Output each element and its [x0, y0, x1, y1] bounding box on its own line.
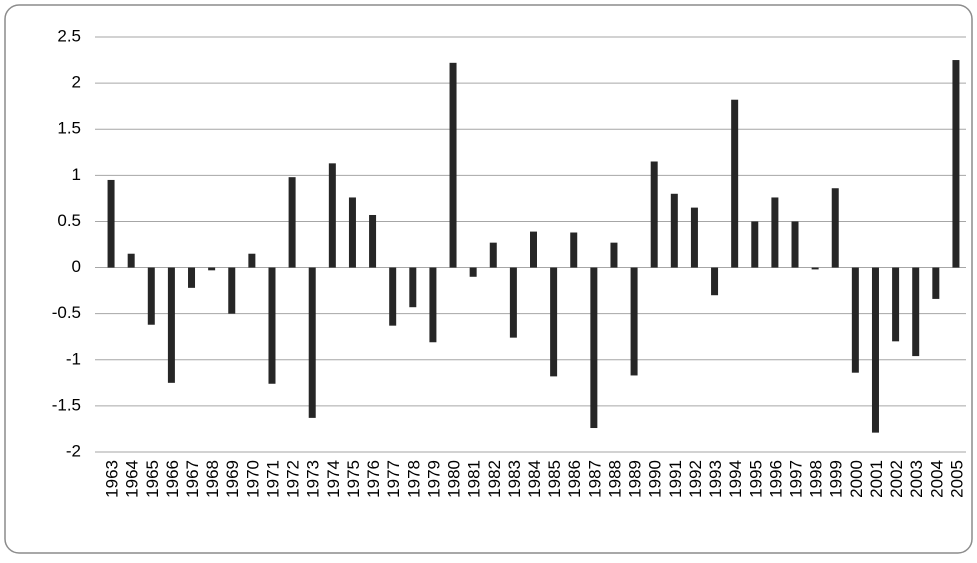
x-tick-label: 1974 — [324, 460, 343, 498]
x-tick-label: 1994 — [726, 460, 745, 498]
bar — [550, 267, 558, 377]
x-tick-label: 1998 — [807, 460, 826, 498]
bar — [630, 267, 638, 376]
bar — [530, 231, 537, 268]
bar — [167, 267, 175, 383]
x-tick-label: 1977 — [384, 460, 403, 498]
bar — [409, 267, 417, 308]
bar — [228, 267, 236, 314]
bar — [751, 221, 759, 268]
bar — [268, 267, 276, 384]
bar — [389, 267, 397, 326]
x-tick-label: 1976 — [364, 460, 383, 498]
bar — [489, 242, 497, 268]
x-tick-label: 1979 — [424, 460, 443, 498]
bar — [127, 253, 135, 268]
bar — [831, 188, 839, 268]
y-tick-label: -2 — [66, 441, 81, 460]
bar — [469, 267, 477, 277]
bar — [248, 253, 256, 268]
x-tick-label: 1995 — [746, 460, 765, 498]
chart-frame — [4, 4, 973, 554]
x-tick-label: 1991 — [666, 460, 685, 498]
bar — [288, 177, 296, 268]
x-tick-label: 1996 — [766, 460, 785, 498]
bar — [892, 267, 900, 342]
x-tick-label: 2002 — [887, 460, 906, 498]
bar — [147, 267, 155, 325]
x-tick-label: 1972 — [284, 460, 303, 498]
bar — [610, 242, 618, 268]
x-tick-label: 2000 — [847, 460, 866, 498]
bar — [570, 232, 578, 268]
x-tick-label: 1982 — [485, 460, 504, 498]
x-tick-label: 2001 — [867, 460, 886, 498]
bar — [932, 267, 940, 299]
x-tick-label: 1997 — [786, 460, 805, 498]
x-tick-label: 1999 — [827, 460, 846, 498]
x-tick-label: 1973 — [304, 460, 323, 498]
bar — [107, 179, 115, 268]
x-tick-label: 1975 — [344, 460, 363, 498]
bar — [188, 267, 196, 288]
bar — [429, 267, 437, 343]
x-tick-label: 1992 — [686, 460, 705, 498]
x-tick-label: 1969 — [223, 460, 242, 498]
x-tick-label: 1971 — [263, 460, 282, 498]
bar — [952, 60, 960, 268]
x-tick-label: 1986 — [565, 460, 584, 498]
bar — [851, 267, 859, 373]
bar — [369, 214, 377, 268]
x-tick-label: 2003 — [907, 460, 926, 498]
bar — [208, 267, 216, 271]
x-tick-label: 1978 — [404, 460, 423, 498]
x-tick-label: 1981 — [465, 460, 484, 498]
bar — [791, 221, 799, 268]
x-tick-label: 2004 — [927, 460, 946, 498]
y-tick-label: 0 — [72, 257, 81, 276]
bar — [690, 207, 698, 268]
y-tick-label: 1 — [72, 165, 81, 184]
x-tick-label: 1980 — [445, 460, 464, 498]
bar — [328, 163, 336, 268]
y-tick-label: -1.5 — [52, 395, 81, 414]
bar — [670, 193, 678, 268]
y-tick-label: -1 — [66, 349, 81, 368]
bar — [590, 267, 598, 429]
x-tick-label: 1993 — [706, 460, 725, 498]
x-tick-label: 1968 — [203, 460, 222, 498]
bar — [711, 267, 719, 296]
bar — [650, 161, 658, 268]
bar — [811, 267, 819, 270]
bar — [731, 99, 739, 268]
x-tick-label: 1990 — [646, 460, 665, 498]
bar — [912, 267, 920, 357]
x-tick-label: 1985 — [545, 460, 564, 498]
bar — [449, 62, 457, 268]
x-tick-label: 1963 — [103, 460, 122, 498]
bar — [308, 267, 316, 418]
x-tick-label: 1988 — [605, 460, 624, 498]
x-tick-label: 2005 — [947, 460, 966, 498]
y-tick-label: 2 — [72, 73, 81, 92]
y-tick-label: 2.5 — [57, 26, 81, 45]
x-tick-label: 1984 — [525, 460, 544, 498]
y-tick-label: 0.5 — [57, 211, 81, 230]
bar — [348, 197, 356, 268]
x-tick-label: 1989 — [626, 460, 645, 498]
x-tick-label: 1964 — [123, 460, 142, 498]
y-tick-label: 1.5 — [57, 119, 81, 138]
x-tick-label: 1965 — [143, 460, 162, 498]
x-tick-label: 1966 — [163, 460, 182, 498]
x-tick-label: 1970 — [243, 460, 262, 498]
x-tick-label: 1983 — [505, 460, 524, 498]
x-tick-label: 1987 — [585, 460, 604, 498]
bar — [871, 267, 879, 433]
y-tick-label: -0.5 — [52, 303, 81, 322]
bar — [509, 267, 517, 338]
bar — [771, 197, 779, 268]
x-tick-label: 1967 — [183, 460, 202, 498]
